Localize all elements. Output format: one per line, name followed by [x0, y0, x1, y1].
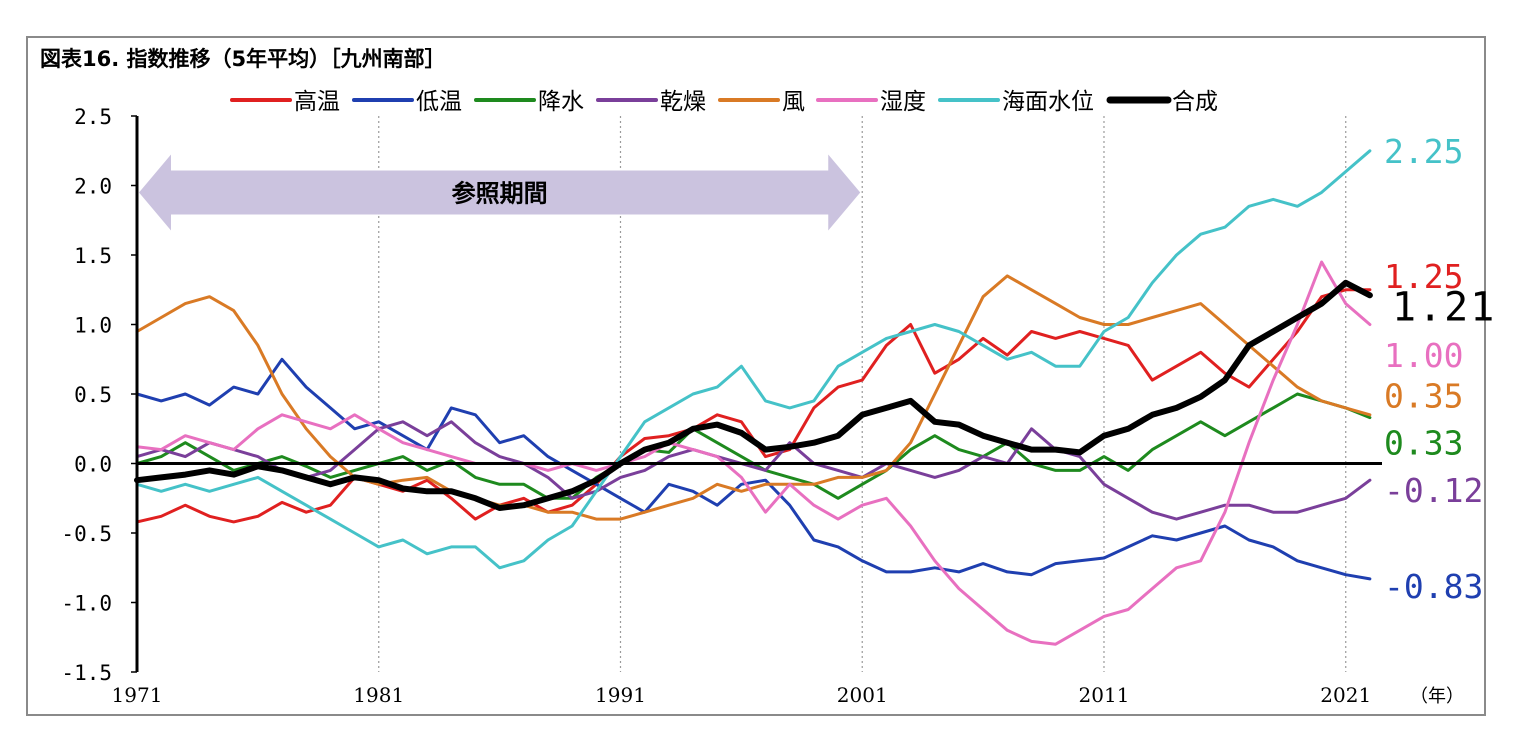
end-label-湿度: 1.00 — [1384, 336, 1463, 375]
series-line-合成 — [134, 279, 1373, 511]
end-label-降水: 0.33 — [1384, 424, 1463, 463]
annotation-layer: 参照期間 — [139, 154, 861, 231]
axes-layer: 1971 1981 1991 2001 2011 2021 （年）2.52.01.51.00… — [61, 105, 1464, 707]
series-layer — [134, 149, 1373, 646]
legend-label-湿度: 湿度 — [880, 89, 926, 115]
y-tick-label: 0.5 — [74, 383, 112, 407]
y-tick-label: -1.0 — [61, 592, 112, 616]
series-line-海面水位 — [135, 149, 1372, 570]
y-tick-label: 1.0 — [74, 314, 112, 338]
end-label-乾燥: -0.12 — [1384, 471, 1483, 510]
legend-label-海面水位: 海面水位 — [1002, 89, 1094, 115]
end-labels: 1.25 -0.83 0.33 -0.12 0.351.00 2.25 1.21 — [1384, 132, 1496, 606]
legend-label-合成: 合成 — [1172, 89, 1218, 115]
x-tick-label: 2001 — [837, 683, 888, 707]
legend: 高温 低温 降水 乾燥 風 湿度 海面水位 合成 — [230, 89, 1218, 115]
series-line-湿度 — [135, 260, 1372, 646]
y-tick-label: 0.0 — [74, 453, 112, 477]
legend-label-風: 風 — [782, 89, 805, 115]
series-line-風 — [135, 274, 1372, 521]
x-tick-label: 1981 — [353, 683, 404, 707]
y-tick-label: -0.5 — [61, 522, 112, 546]
y-tick-label: 1.5 — [74, 244, 112, 268]
x-tick-label: 1971 — [112, 683, 163, 707]
y-tick-label: 2.5 — [74, 105, 112, 129]
x-axis-unit-label: （年） — [1410, 686, 1464, 707]
series-line-低温 — [135, 357, 1372, 581]
reference-period-label: 参照期間 — [452, 179, 548, 207]
reference-period-arrow — [139, 154, 861, 231]
end-label-風: 0.35 — [1384, 376, 1463, 415]
y-tick-label: 2.0 — [74, 175, 112, 199]
chart-frame — [26, 36, 1486, 716]
x-tick-label: 2021 — [1320, 683, 1371, 707]
legend-label-乾燥: 乾燥 — [660, 89, 706, 115]
chart-title: 図表16. 指数推移（5年平均）［九州南部］ — [40, 47, 446, 71]
legend-label-高温: 高温 — [294, 89, 340, 115]
y-tick-label: -1.5 — [61, 661, 112, 685]
end-label-海面水位: 2.25 — [1384, 132, 1463, 171]
series-line-乾燥 — [135, 420, 1372, 521]
end-label-高温: 1.25 — [1384, 257, 1463, 296]
x-tick-label: 1991 — [595, 683, 646, 707]
legend-label-低温: 低温 — [416, 89, 462, 115]
end-label-合成: 1.21 — [1392, 284, 1496, 330]
x-tick-label: 2011 — [1079, 683, 1130, 707]
legend-label-降水: 降水 — [538, 89, 584, 115]
end-label-低温: -0.83 — [1384, 567, 1483, 606]
